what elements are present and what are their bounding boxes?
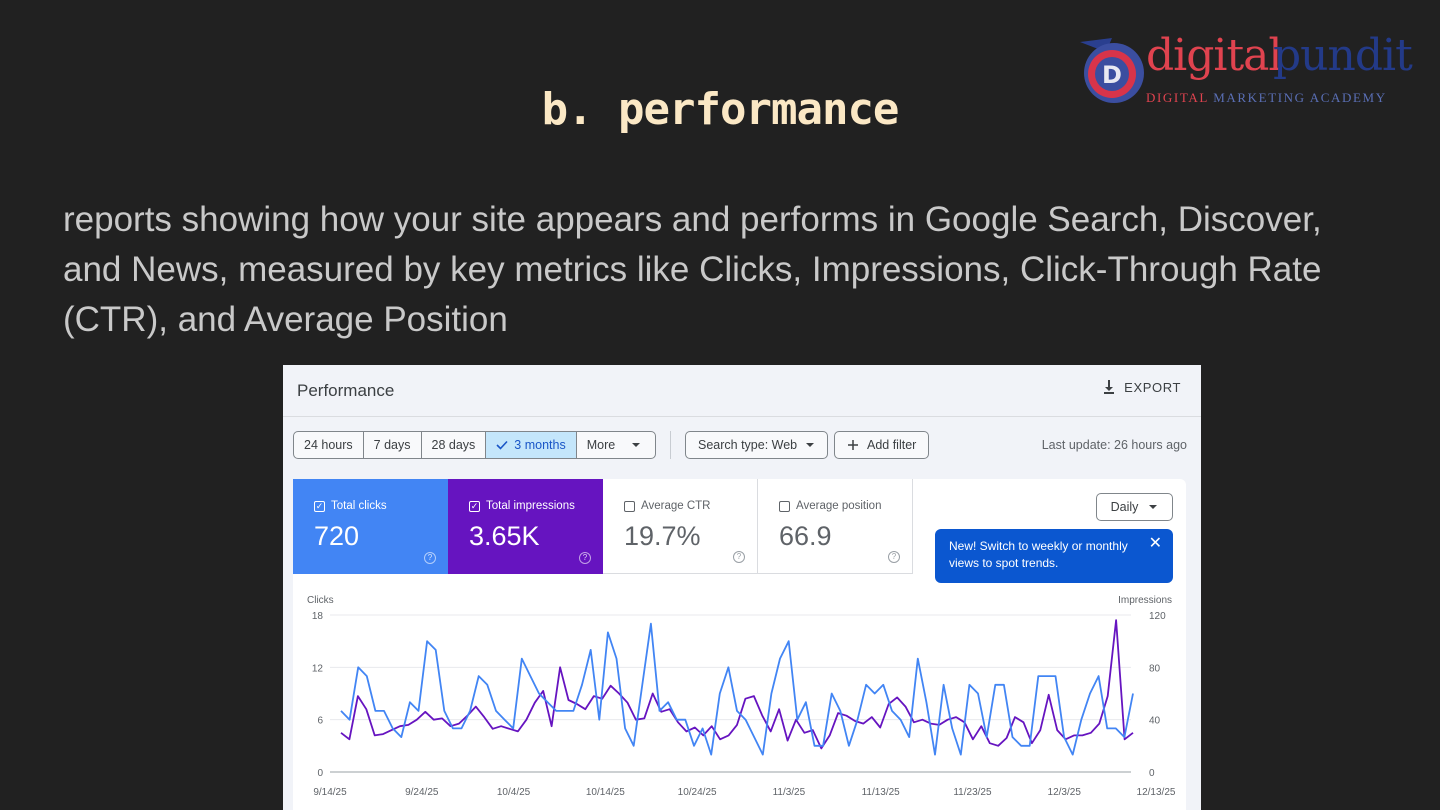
panel-header: Performance EXPORT — [283, 365, 1201, 417]
range-24-hours[interactable]: 24 hours — [294, 432, 364, 458]
y-right-tick-label: 120 — [1149, 611, 1166, 622]
help-icon[interactable]: ? — [424, 552, 436, 564]
checkbox-checked-icon[interactable]: ✓ — [469, 500, 480, 512]
x-tick-label: 10/4/25 — [497, 787, 531, 798]
metric-average-ctr[interactable]: Average CTR 19.7% ? — [603, 479, 758, 574]
svg-text:D: D — [1102, 61, 1122, 89]
performance-chart: Clicks Impressions 0 0 6 40 12 80 18 120 9/14/25 9/… — [307, 595, 1176, 798]
close-icon[interactable]: ✕ — [1148, 535, 1162, 552]
export-label: EXPORT — [1124, 379, 1181, 395]
chevron-down-icon — [1149, 505, 1158, 509]
x-tick-label: 11/3/25 — [773, 787, 806, 798]
x-tick-label: 11/23/25 — [953, 787, 992, 798]
help-icon[interactable]: ? — [579, 552, 591, 564]
y-left-tick-label: 0 — [317, 768, 323, 779]
add-filter-button[interactable]: Add filter — [834, 431, 930, 459]
feature-tooltip: New! Switch to weekly or monthly views t… — [935, 529, 1173, 583]
x-tick-label: 9/14/25 — [313, 787, 347, 798]
checkbox-checked-icon[interactable]: ✓ — [314, 500, 325, 512]
metric-value: 720 — [314, 521, 360, 551]
y-left-tick-label: 12 — [312, 663, 324, 674]
logo-tagline: DIGITAL MARKETING ACADEMY — [1146, 90, 1387, 105]
download-icon — [1104, 380, 1115, 394]
range-28-days[interactable]: 28 days — [422, 432, 487, 458]
metric-value: 66.9 — [779, 521, 832, 551]
granularity-select[interactable]: Daily — [1096, 493, 1173, 521]
logo-word-pundit: pundit — [1273, 30, 1413, 81]
checkbox-unchecked-icon[interactable] — [624, 500, 635, 512]
metric-value: 3.65K — [469, 521, 540, 551]
y-left-tick-label: 18 — [312, 611, 324, 622]
tooltip-text: New! Switch to weekly or monthly views t… — [949, 539, 1128, 570]
toolbar-divider — [670, 431, 671, 459]
chevron-down-icon — [806, 443, 815, 447]
help-icon[interactable]: ? — [888, 551, 900, 563]
clicks-series-line — [340, 622, 1134, 756]
range-3-months[interactable]: 3 months — [486, 432, 577, 458]
check-icon — [496, 440, 508, 450]
y-axis-right-label: Impressions — [1118, 595, 1172, 606]
x-tick-label: 12/13/25 — [1137, 787, 1176, 798]
export-button[interactable]: EXPORT — [1102, 379, 1181, 395]
last-update-text: Last update: 26 hours ago — [1041, 438, 1187, 452]
metrics-chart-card: ✓ Total clicks 720 ? ✓ Total impressions 3… — [293, 479, 1186, 810]
metric-total-impressions[interactable]: ✓ Total impressions 3.65K ? — [448, 479, 603, 574]
performance-screenshot: Performance EXPORT 24 hours 7 days 28 da… — [283, 365, 1201, 810]
x-tick-label: 10/24/25 — [678, 787, 717, 798]
y-left-tick-label: 6 — [317, 716, 323, 727]
y-axis-left-label: Clicks — [307, 595, 334, 606]
x-tick-label: 12/3/25 — [1048, 787, 1082, 798]
metric-total-clicks[interactable]: ✓ Total clicks 720 ? — [293, 479, 448, 574]
logo-emblem-icon: D — [1080, 38, 1144, 103]
range-7-days[interactable]: 7 days — [364, 432, 422, 458]
search-type-filter[interactable]: Search type: Web — [685, 431, 829, 459]
plus-icon — [848, 440, 858, 450]
slide-description: reports showing how your site appears an… — [63, 200, 1322, 339]
slide-title: b. performance — [541, 84, 900, 135]
help-icon[interactable]: ? — [733, 551, 745, 563]
x-tick-label: 10/14/25 — [586, 787, 625, 798]
y-right-tick-label: 40 — [1149, 716, 1161, 727]
chevron-down-icon — [632, 443, 641, 447]
metric-value: 19.7% — [624, 521, 701, 551]
x-tick-label: 11/13/25 — [862, 787, 901, 798]
page-title: Performance — [297, 381, 395, 400]
date-range-selector: 24 hours 7 days 28 days 3 months More — [293, 431, 657, 459]
brand-logo: D digital pundit DIGITAL MARKETING ACADE… — [1066, 30, 1413, 110]
impressions-series-line — [340, 619, 1134, 750]
checkbox-unchecked-icon[interactable] — [779, 500, 790, 512]
range-more[interactable]: More — [577, 432, 655, 458]
y-right-tick-label: 0 — [1149, 768, 1155, 779]
x-tick-label: 9/24/25 — [405, 787, 439, 798]
y-right-tick-label: 80 — [1149, 663, 1161, 674]
metric-average-position[interactable]: Average position 66.9 ? — [758, 479, 913, 574]
logo-word-digital: digital — [1146, 30, 1282, 81]
